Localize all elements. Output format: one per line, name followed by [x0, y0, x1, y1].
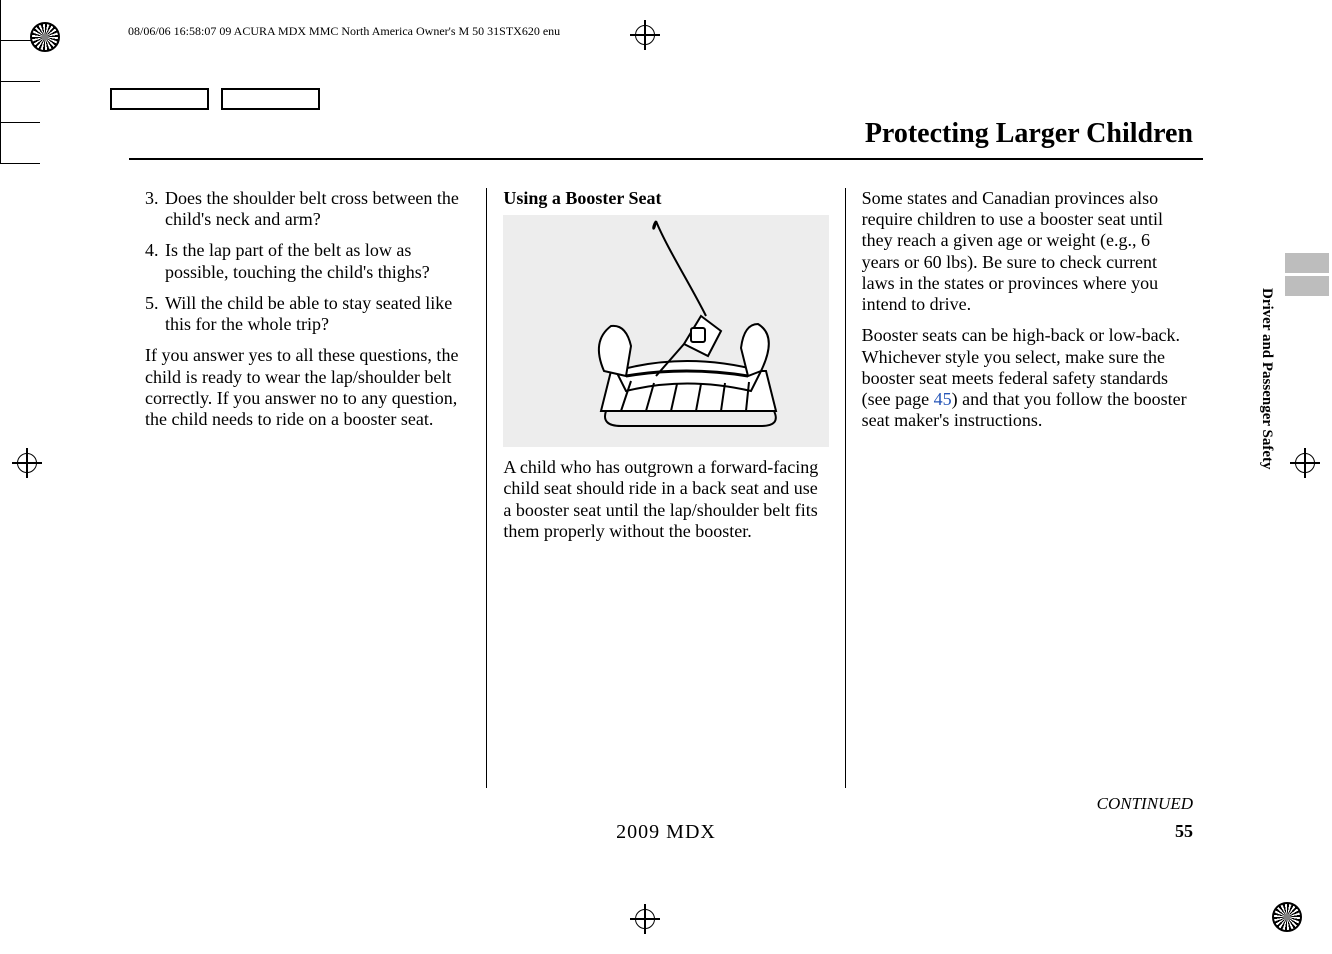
- crosshair-icon: [630, 904, 660, 934]
- page-reference-link[interactable]: 45: [934, 389, 952, 409]
- figure-caption: A child who has outgrown a forward-facin…: [503, 457, 828, 542]
- list-item: 3. Does the shoulder belt cross between …: [145, 188, 470, 230]
- booster-seat-illustration: [503, 215, 828, 447]
- paragraph: If you answer yes to all these questions…: [145, 345, 470, 430]
- list-item: 4. Is the lap part of the belt as low as…: [145, 240, 470, 282]
- section-tab-label: Driver and Passenger Safety: [1258, 288, 1275, 470]
- registration-mark-icon: [1272, 902, 1302, 932]
- column-3: Some states and Canadian provinces also …: [845, 188, 1203, 788]
- column-1: 3. Does the shoulder belt cross between …: [129, 188, 486, 788]
- crosshair-icon: [1290, 448, 1320, 478]
- index-tab-marks: [1285, 276, 1329, 296]
- crosshair-icon: [630, 20, 660, 50]
- crosshair-icon: [12, 448, 42, 478]
- section-subhead: Using a Booster Seat: [503, 188, 828, 209]
- model-year-footer: 2009 MDX: [616, 821, 716, 844]
- paragraph: Some states and Canadian provinces also …: [862, 188, 1187, 315]
- paragraph: Booster seats can be high-back or low-ba…: [862, 325, 1187, 431]
- column-2: Using a Booster Seat: [486, 188, 844, 788]
- continued-label: CONTINUED: [1097, 794, 1193, 814]
- booster-seat-icon: [506, 216, 826, 446]
- header-metadata: 08/06/06 16:58:07 09 ACURA MDX MMC North…: [128, 24, 560, 39]
- registration-mark-icon: [30, 22, 60, 52]
- placeholder-boxes: [110, 88, 320, 110]
- page-number: 55: [1175, 821, 1193, 842]
- page-title: Protecting Larger Children: [95, 118, 1237, 150]
- index-tab-marks: [1285, 253, 1329, 273]
- list-item: 5. Will the child be able to stay seated…: [145, 293, 470, 335]
